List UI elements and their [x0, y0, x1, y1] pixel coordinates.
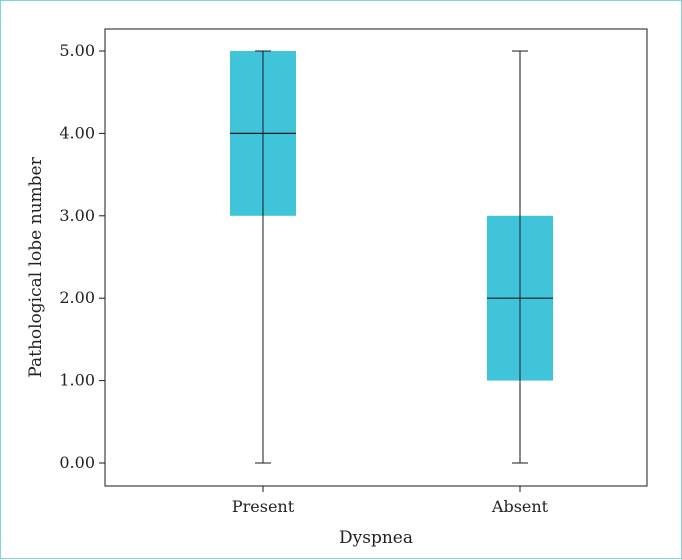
y-tick-label: 2.00 [59, 288, 95, 307]
box-absent [487, 50, 553, 464]
y-axis-title: Pathological lobe number [26, 156, 46, 377]
y-tick-label: 0.00 [59, 453, 95, 472]
y-axis-ticks: 0.00 1.00 2.00 3.00 4.00 5.00 [59, 41, 105, 472]
y-tick-label: 3.00 [59, 206, 95, 225]
y-tick-label: 5.00 [59, 41, 95, 60]
y-tick-label: 4.00 [59, 123, 95, 142]
x-axis-ticks: Present Absent [232, 486, 549, 516]
x-tick-label: Absent [491, 497, 549, 516]
x-tick-label: Present [232, 497, 295, 516]
plot-area [104, 28, 648, 487]
box-series [230, 50, 553, 464]
y-tick-label: 1.00 [59, 371, 95, 390]
box-present [230, 50, 296, 464]
x-axis-title: Dyspnea [339, 528, 413, 548]
